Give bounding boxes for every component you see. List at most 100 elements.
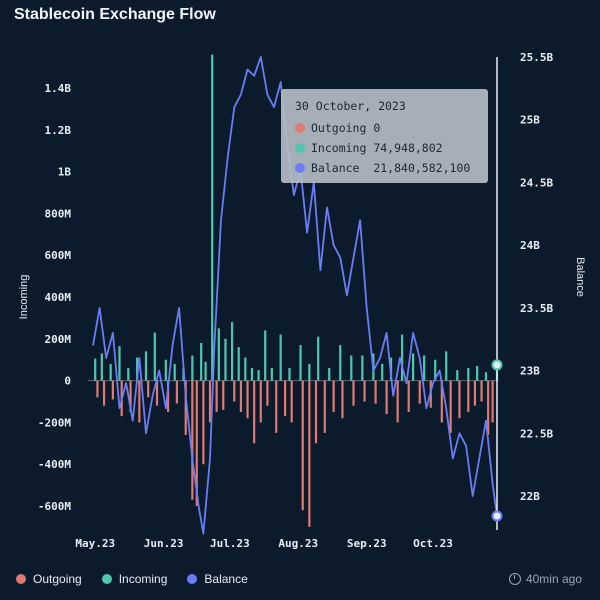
outgoing-bar	[111, 380, 114, 400]
legend-item-outgoing[interactable]: Outgoing	[16, 572, 82, 586]
x-tick-label: Jun.23	[144, 537, 184, 550]
y-tick-label: 400M	[45, 291, 72, 304]
outgoing-bar	[332, 380, 335, 412]
incoming-bar	[127, 368, 130, 381]
tooltip-outgoing-value: 0	[373, 121, 381, 135]
outgoing-bar	[191, 380, 194, 500]
chart-legend: Outgoing Incoming Balance	[16, 572, 268, 586]
outgoing-bar	[385, 380, 388, 415]
incoming-bar	[109, 363, 112, 381]
y-tick-label: 800M	[45, 207, 72, 220]
tooltip-incoming-label: Incoming	[311, 141, 367, 155]
incoming-bar	[153, 332, 156, 381]
tooltip-balance-value: 21,840,582,100	[373, 161, 471, 175]
outgoing-bar	[215, 380, 218, 412]
incoming-bar	[299, 345, 302, 381]
outgoing-bar	[233, 380, 236, 402]
y-tick-label: 600M	[45, 249, 72, 262]
y-tick-label: 1B	[58, 166, 72, 179]
outgoing-bar	[363, 380, 366, 402]
outgoing-bar	[449, 380, 452, 433]
tooltip-date: 30 October, 2023	[295, 99, 406, 113]
incoming-bar	[412, 353, 415, 381]
tooltip-incoming-value: 74,948,802	[373, 141, 443, 155]
incoming-bar	[173, 363, 176, 381]
y2-tick-label: 25.5B	[520, 51, 553, 64]
y2-tick-label: 23B	[520, 365, 540, 378]
incoming-bar	[279, 334, 282, 381]
x-tick-label: Aug.23	[278, 537, 318, 550]
tooltip-row-outgoing: Outgoing 0	[295, 121, 380, 135]
incoming-highlight-point	[491, 359, 503, 371]
incoming-bar	[94, 358, 97, 381]
outgoing-bar	[195, 380, 198, 506]
outgoing-bar	[487, 380, 490, 435]
incoming-bar	[144, 351, 148, 381]
y-tick-label: -200M	[38, 416, 71, 429]
legend-item-balance[interactable]: Balance	[187, 572, 248, 586]
incoming-dot-icon	[101, 574, 112, 584]
balance-line	[92, 56, 498, 535]
balance-highlight-point	[491, 510, 503, 522]
incoming-bar	[456, 370, 459, 381]
outgoing-bar	[253, 380, 256, 444]
outgoing-bar	[266, 380, 269, 406]
outgoing-bar	[301, 380, 304, 511]
outgoing-bar	[155, 380, 159, 406]
incoming-bar	[250, 368, 254, 381]
last-updated-text: 40min ago	[525, 572, 582, 586]
y2-axis-label: Balance	[574, 257, 586, 297]
incoming-bar	[317, 336, 320, 381]
outgoing-bar	[458, 380, 461, 419]
y2-tick-label: 22.5B	[520, 427, 553, 440]
y2-tick-label: 24.5B	[520, 176, 553, 189]
clock-icon	[508, 573, 521, 585]
y2-tick-label: 24B	[520, 239, 540, 252]
outgoing-bar	[283, 380, 287, 417]
y-tick-label: 1.4B	[45, 82, 72, 95]
y-tick-label: 1.2B	[45, 124, 72, 137]
incoming-bar	[423, 355, 426, 381]
incoming-bar	[434, 359, 437, 381]
legend-label: Balance	[204, 572, 248, 586]
legend-label: Incoming	[118, 572, 168, 586]
incoming-bar	[191, 355, 194, 381]
outgoing-bar	[175, 380, 178, 404]
incoming-bar	[118, 346, 121, 381]
incoming-bar	[257, 370, 260, 381]
incoming-bar	[381, 363, 384, 381]
outgoing-bar	[467, 380, 470, 412]
incoming-bar	[237, 347, 240, 381]
last-updated: 40min ago	[508, 572, 582, 586]
incoming-bar	[467, 368, 470, 381]
outgoing-bar	[102, 380, 106, 406]
legend-item-incoming[interactable]: Incoming	[101, 572, 168, 586]
outgoing-bar	[352, 380, 355, 406]
outgoing-dot-icon	[16, 574, 26, 584]
incoming-bar	[136, 357, 139, 381]
incoming-bar	[339, 345, 342, 381]
y-tick-label: -400M	[38, 458, 71, 471]
balance-dot-icon	[187, 574, 198, 584]
outgoing-bar	[147, 380, 150, 398]
x-tick-label: Jul.23	[210, 537, 250, 550]
incoming-bar	[445, 351, 448, 381]
outgoing-bar	[239, 380, 243, 412]
incoming-bar	[400, 334, 404, 381]
outgoing-bar	[246, 380, 249, 419]
outgoing-bar	[396, 380, 399, 423]
outgoing-bar	[473, 380, 477, 406]
outgoing-bar	[480, 380, 483, 402]
tooltip-balance-label: Balance	[311, 161, 360, 175]
y-tick-label: -600M	[38, 500, 71, 513]
outgoing-bar	[129, 380, 132, 412]
y-tick-label: 200M	[45, 333, 72, 346]
outgoing-dot-icon	[295, 123, 305, 133]
incoming-bar	[476, 365, 479, 381]
y2-tick-label: 25B	[520, 114, 540, 127]
outgoing-bar	[222, 380, 225, 410]
incoming-bar	[308, 363, 311, 381]
outgoing-bar	[440, 380, 443, 423]
incoming-bar	[328, 368, 331, 381]
